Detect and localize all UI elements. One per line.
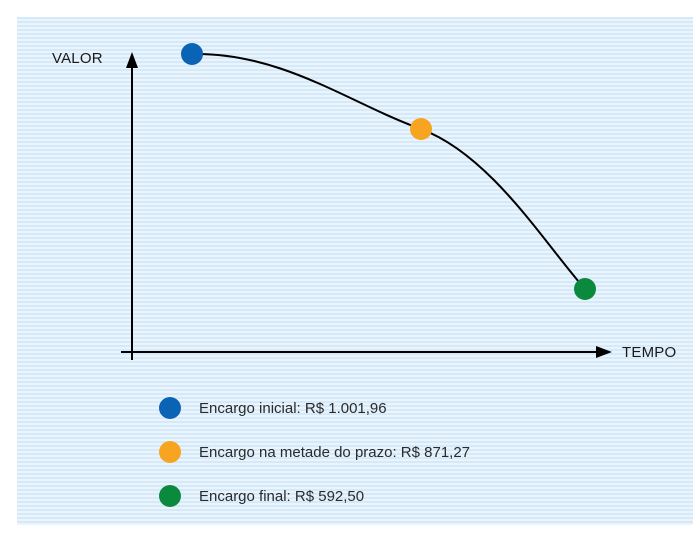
legend-item: Encargo na metade do prazo: R$ 871,27	[159, 440, 470, 464]
data-point-1	[181, 43, 203, 65]
data-point-3	[574, 278, 596, 300]
y-axis-arrow	[126, 52, 138, 68]
x-axis-label: TEMPO	[622, 344, 677, 361]
legend-label: Encargo final: R$ 592,50	[199, 487, 365, 505]
chart-panel	[17, 17, 693, 525]
data-point-2	[410, 118, 432, 141]
legend: Encargo inicial: R$ 1.001,96 Encargo na m…	[159, 396, 470, 528]
x-axis-arrow	[596, 346, 612, 358]
legend-label: Encargo na metade do prazo: R$ 871,27	[199, 443, 471, 461]
legend-dot	[159, 441, 181, 463]
legend-label: Encargo inicial: R$ 1.001,96	[199, 399, 387, 417]
legend-dot	[159, 485, 181, 507]
legend-item: Encargo final: R$ 592,50	[159, 484, 470, 508]
y-axis-label: VALOR	[52, 50, 103, 67]
value-curve	[191, 52, 586, 290]
legend-dot	[159, 397, 181, 419]
legend-item: Encargo inicial: R$ 1.001,96	[159, 396, 470, 420]
